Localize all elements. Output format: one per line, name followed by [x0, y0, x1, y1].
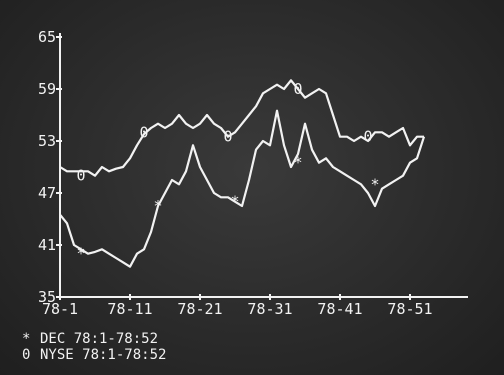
- series-marker-dec: *: [370, 175, 379, 193]
- series-marker-nyse: 0: [139, 123, 148, 141]
- series-lines: [59, 79, 426, 268]
- legend-label-nyse: NYSE 78:1-78:52: [40, 347, 166, 363]
- series-line-dec: [59, 109, 426, 268]
- y-tick-label: 41: [38, 236, 56, 254]
- legend-label-dec: DEC 78:1-78:52: [40, 331, 158, 347]
- series-marker-dec: *: [153, 197, 162, 215]
- series-marker-nyse: 0: [223, 128, 232, 146]
- y-tick-label: 35: [38, 288, 56, 306]
- y-tick-label: 59: [38, 80, 56, 98]
- series-marker-dec: *: [230, 193, 239, 211]
- series-marker-nyse: 0: [293, 80, 302, 98]
- y-tick-label: 53: [38, 132, 56, 150]
- y-tick-label: 47: [38, 184, 56, 202]
- series-marker-nyse: 0: [363, 128, 372, 146]
- x-tick-label: 78-31: [247, 300, 292, 318]
- y-tick-label: 65: [38, 28, 56, 46]
- x-tick-label: 78-11: [107, 300, 152, 318]
- x-tick-label: 78-41: [317, 300, 362, 318]
- series-marker-dec: *: [76, 245, 85, 263]
- legend-symbol-nyse: 0: [22, 347, 30, 363]
- x-tick-label: 78-21: [177, 300, 222, 318]
- legend-symbol-dec: *: [22, 331, 30, 347]
- x-tick-label: 78-1: [42, 300, 78, 318]
- series-markers: * * * * * 0 0 0 0 0: [76, 80, 379, 263]
- series-line-nyse: [59, 79, 424, 177]
- series-marker-nyse: 0: [76, 167, 85, 185]
- legend: * DEC 78:1-78:52 0 NYSE 78:1-78:52: [22, 331, 166, 363]
- series-marker-dec: *: [293, 154, 302, 172]
- axes: [59, 33, 468, 298]
- x-tick-label: 78-51: [387, 300, 432, 318]
